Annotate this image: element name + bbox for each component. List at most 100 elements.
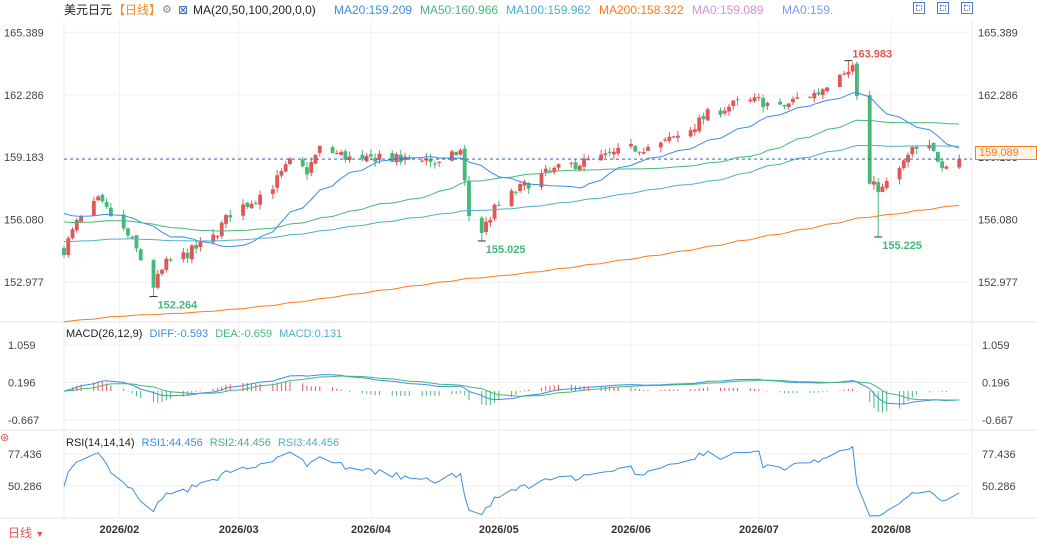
candle	[462, 144, 467, 186]
candle	[825, 87, 829, 93]
candle-body	[309, 162, 314, 173]
candle-body	[854, 63, 859, 97]
candle	[91, 196, 96, 216]
candle	[727, 103, 731, 116]
candle-body	[658, 142, 663, 148]
candle	[215, 234, 220, 240]
candle	[189, 243, 194, 264]
candle-body	[305, 167, 309, 175]
macd-tick-left: 1.059	[8, 340, 36, 352]
x-tick-label: 2026/08	[871, 524, 911, 536]
expand-icon[interactable]	[913, 2, 925, 14]
candle-body	[552, 167, 557, 173]
candle-body	[488, 219, 493, 223]
candle	[569, 161, 574, 168]
extreme-label: 163.983	[852, 49, 892, 61]
candle-body	[369, 154, 373, 157]
candle-body	[155, 273, 160, 288]
candle-body	[910, 147, 915, 155]
period-button[interactable]: 日线 ▼	[0, 523, 56, 543]
candle-body	[126, 228, 130, 236]
candle	[492, 203, 497, 222]
candle	[539, 169, 544, 191]
candle-body	[791, 98, 795, 103]
candle	[884, 177, 889, 190]
candle	[607, 147, 612, 157]
candle	[219, 220, 224, 240]
candle	[66, 236, 71, 258]
candle	[778, 98, 783, 106]
candle-body	[151, 260, 156, 288]
candle-body	[160, 269, 164, 274]
candle	[484, 216, 488, 236]
macd-tick-right: -0.667	[982, 415, 1013, 427]
candle-body	[731, 100, 736, 106]
candle-body	[313, 154, 318, 164]
candle	[509, 188, 514, 207]
candle-body	[663, 139, 667, 141]
candle	[253, 200, 258, 206]
candle-body	[611, 151, 616, 155]
y-tick-label-left: 162.286	[4, 90, 44, 102]
candle-body	[548, 170, 552, 172]
candle-body	[496, 204, 501, 206]
candle-body	[808, 96, 812, 98]
candle	[518, 182, 523, 194]
candle	[897, 165, 902, 185]
indicator-menu-icon[interactable]: ⊛	[0, 432, 10, 444]
macd-tick-right: 1.059	[982, 340, 1010, 352]
candle	[275, 169, 280, 193]
candle	[697, 114, 702, 134]
candle-body	[130, 236, 135, 238]
candle	[791, 96, 795, 105]
candle	[906, 152, 910, 168]
candle	[428, 153, 433, 168]
period-label[interactable]: 【日线】	[113, 3, 162, 17]
candle	[931, 142, 936, 153]
y-tick-label-left: 159.183	[4, 152, 44, 164]
candle-body	[850, 65, 855, 72]
candle-body	[765, 102, 770, 106]
ma100-value: MA100:159.962	[506, 3, 591, 17]
x-tick-label: 2026/07	[739, 524, 779, 536]
candle	[522, 179, 527, 191]
candle	[74, 218, 79, 233]
candle-body	[786, 103, 791, 107]
candle-body	[509, 190, 514, 207]
candle-body	[74, 219, 79, 231]
ma-config-icon[interactable]: ⊠	[178, 3, 189, 17]
candle	[79, 214, 83, 222]
candle	[432, 160, 437, 169]
x-tick-label: 2026/05	[479, 524, 519, 536]
y-tick-label-left: 152.977	[4, 277, 44, 289]
candle	[211, 229, 216, 245]
ma20-value: MA20:159.209	[334, 3, 413, 17]
settings-icon[interactable]: ⚙	[162, 4, 172, 16]
candle	[765, 101, 770, 110]
candle-body	[70, 229, 75, 239]
candle-body	[569, 162, 574, 164]
candle-body	[846, 71, 851, 75]
crosshair-icon[interactable]	[937, 2, 949, 14]
candle-body	[403, 156, 407, 161]
candle	[795, 92, 800, 100]
rsi3-value: RSI3:44.456	[277, 437, 340, 449]
candle	[692, 123, 697, 136]
candle	[300, 156, 305, 168]
candle-body	[599, 154, 604, 161]
candle-body	[79, 216, 83, 222]
candle-body	[334, 153, 339, 155]
fullscreen-icon[interactable]	[961, 2, 973, 14]
candle-body	[756, 97, 761, 99]
candle-body	[377, 153, 382, 160]
candle	[467, 175, 471, 222]
candle	[488, 216, 493, 228]
candle	[837, 73, 842, 88]
candle	[735, 96, 740, 106]
candle-body	[279, 171, 284, 176]
candle	[496, 200, 501, 206]
candle	[548, 167, 552, 172]
candle	[279, 168, 284, 179]
candle-body	[692, 129, 697, 133]
ma200-line	[63, 205, 960, 323]
